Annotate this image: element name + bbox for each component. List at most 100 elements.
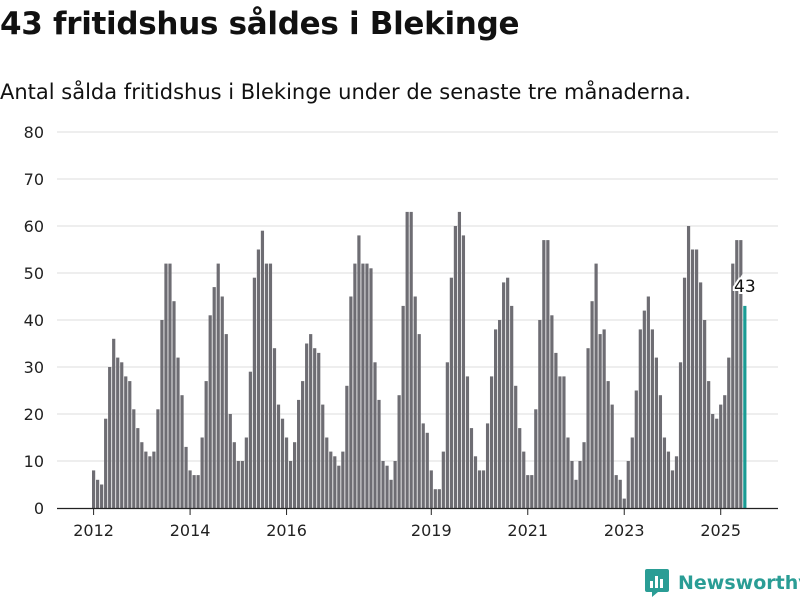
bar — [735, 240, 739, 508]
y-tick-label: 80 — [24, 123, 44, 142]
bar — [96, 479, 100, 508]
bar — [280, 418, 285, 508]
bar — [727, 357, 731, 508]
bar — [514, 385, 518, 508]
bar — [276, 404, 281, 508]
bar — [128, 381, 132, 508]
bar — [526, 475, 530, 508]
bar — [293, 442, 297, 508]
bar — [136, 428, 140, 508]
bar — [341, 451, 345, 508]
bar — [481, 470, 486, 508]
bar — [148, 456, 152, 508]
bar — [305, 343, 309, 508]
bar — [385, 465, 389, 508]
y-tick-label: 30 — [24, 358, 44, 377]
bar — [284, 437, 289, 508]
bar — [554, 352, 558, 508]
bar — [654, 357, 658, 508]
bar — [477, 470, 482, 508]
bar — [317, 352, 321, 508]
bar — [457, 211, 462, 508]
bar — [449, 277, 453, 508]
bar — [401, 305, 405, 508]
bar — [658, 395, 663, 508]
bar — [707, 381, 711, 508]
bar — [546, 240, 550, 508]
bar — [120, 362, 124, 508]
bar — [248, 371, 252, 508]
bar — [674, 456, 679, 508]
bar — [112, 338, 116, 508]
bar — [502, 282, 506, 508]
bar — [498, 320, 502, 508]
bar — [586, 348, 590, 508]
bar — [538, 320, 542, 508]
bar — [301, 381, 305, 508]
bar — [662, 437, 667, 508]
x-tick-label: 2016 — [266, 521, 307, 540]
bar — [534, 409, 538, 508]
bar — [140, 442, 144, 508]
bar — [345, 385, 349, 508]
y-tick-label: 40 — [24, 311, 44, 330]
bar — [309, 334, 313, 508]
bar — [337, 465, 341, 508]
bar — [485, 423, 490, 508]
bar — [92, 470, 96, 508]
bar — [731, 263, 735, 508]
bar — [208, 315, 212, 508]
axis-layer: 0 10 20 30 40 50 60 70 80 2012 2014 2016 2019 2021 202… — [24, 123, 778, 540]
bar — [196, 475, 200, 508]
bar — [646, 296, 650, 508]
bar — [232, 442, 236, 508]
bar — [256, 249, 261, 508]
bar — [417, 334, 421, 508]
bar — [369, 268, 373, 508]
bar — [252, 277, 256, 508]
bar — [445, 362, 449, 508]
chart-subtitle: Antal sålda fritidshus i Blekinge under … — [0, 80, 691, 104]
bar — [288, 461, 293, 508]
bar — [329, 451, 333, 508]
bar — [176, 357, 180, 508]
bar — [200, 437, 204, 508]
bar — [469, 428, 474, 508]
bar — [686, 226, 691, 508]
bar — [719, 404, 723, 508]
bar — [465, 376, 470, 508]
bar — [606, 381, 610, 508]
newsworthy-logo-icon — [645, 569, 669, 597]
bar — [429, 470, 433, 508]
brand-name: Newsworthy — [678, 572, 800, 594]
bar — [421, 423, 425, 508]
bar — [703, 320, 707, 508]
grid-layer — [57, 131, 778, 462]
y-tick-label: 50 — [24, 264, 44, 283]
bar — [240, 461, 244, 508]
bar — [405, 211, 409, 508]
bar — [357, 235, 361, 508]
bar — [622, 498, 626, 508]
bar — [441, 451, 445, 508]
bar — [168, 263, 172, 508]
bar — [602, 329, 606, 508]
y-tick-label: 0 — [34, 499, 44, 518]
last-value-label: 43 — [734, 277, 756, 297]
bar — [574, 479, 578, 508]
bar — [321, 404, 325, 508]
bar — [630, 437, 634, 508]
bar — [397, 395, 401, 508]
bar — [172, 301, 176, 508]
bar — [160, 320, 164, 508]
bar — [638, 329, 642, 508]
brand-logo[interactable]: Newsworthy — [644, 568, 800, 598]
bar — [124, 376, 128, 508]
bar — [650, 329, 654, 508]
bar — [522, 451, 526, 508]
bar — [582, 442, 586, 508]
bar — [413, 296, 417, 508]
bar — [108, 367, 112, 508]
bar — [489, 376, 494, 508]
